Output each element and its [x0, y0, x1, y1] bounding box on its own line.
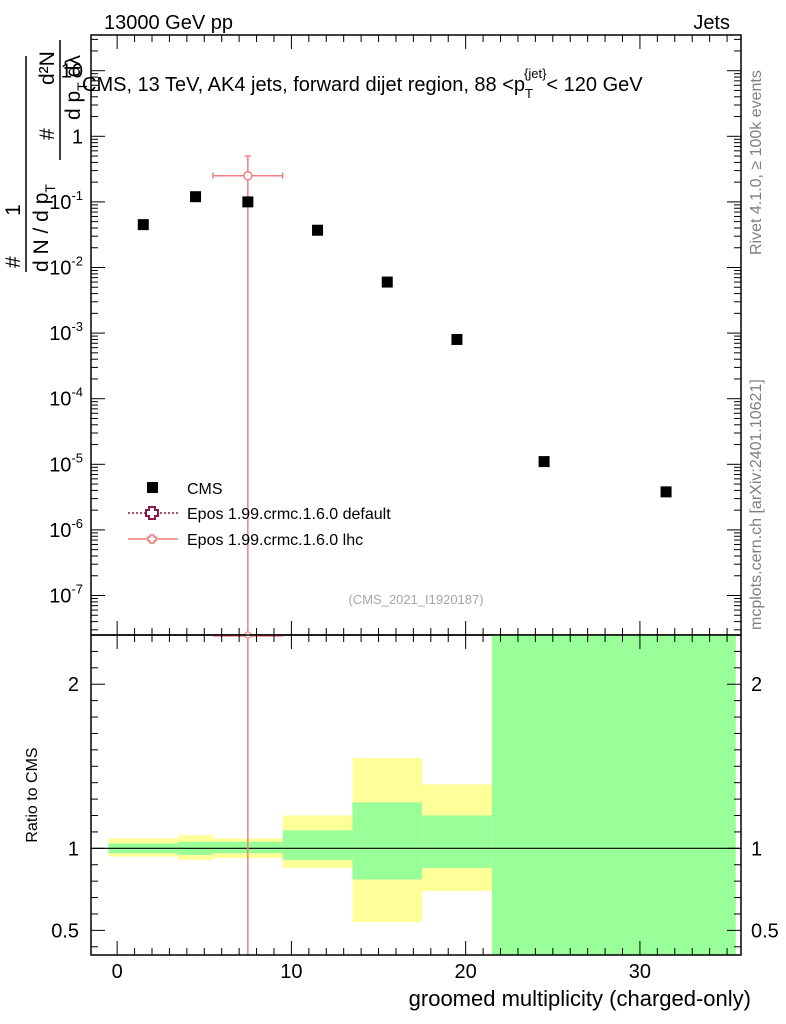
legend-label-epos-lhc: Epos 1.99.crmc.1.6.0 lhc	[187, 532, 363, 549]
ratio-frame	[90, 634, 742, 956]
x-tick-label-3: 30	[629, 961, 651, 983]
legend: CMS Epos 1.99.crmc.1.6.0 default Epos 1.…	[128, 481, 391, 549]
cms-point-4	[381, 276, 393, 288]
ratio-ytick-label-left-1: 1	[68, 838, 79, 860]
main-ytick-label-3: 10-4	[49, 385, 83, 411]
ratio-band-inner-6	[491, 635, 736, 955]
main-ytick-label-2: 10-5	[49, 450, 83, 476]
ratio-ytick-label-right-1: 1	[751, 838, 762, 860]
x-tick-label-0: 0	[112, 961, 123, 983]
cms-point-6	[538, 456, 550, 468]
ratio-ylabel: Ratio to CMS	[24, 747, 41, 842]
main-ytick-label-7: 1	[72, 126, 83, 148]
ylabel-hash-1: #	[2, 256, 25, 268]
header-left: 13000 GeV pp	[104, 12, 233, 34]
mcplots-label: mcplots.cern.ch [arXiv:2401.10621]	[748, 379, 765, 630]
ratio-band-inner-3	[282, 830, 353, 860]
epos-lhc-point	[243, 171, 253, 181]
ratio-panel: 0 10 20 30 0.5 0.5 1 1 2 2	[51, 631, 779, 983]
cms-point-1	[190, 191, 202, 203]
x-tick-label-1: 10	[280, 961, 302, 983]
rivet-label: Rivet 4.1.0, ≥ 100k events	[748, 70, 765, 255]
ylabel-d2N: d²N	[36, 51, 59, 85]
main-ytick-label-4: 10-3	[49, 319, 83, 345]
ratio-band-inner-4	[352, 802, 423, 880]
main-ytick-label-5: 10-2	[49, 253, 83, 279]
watermark: (CMS_2021_I1920187)	[348, 592, 483, 607]
main-ylabel: 1 # d N / d pT # d²N d pTdλ	[2, 40, 90, 272]
ratio-ytick-label-right-0: 0.5	[751, 920, 779, 942]
ylabel-hash-2: #	[36, 128, 59, 140]
ylabel-one: 1	[2, 204, 25, 216]
legend-marker-cms	[147, 482, 158, 493]
ratio-ytick-label-right-2: 2	[751, 674, 762, 696]
ratio-ytick-label-left-2: 2	[68, 674, 79, 696]
ylabel-dN-dpT: d N / d pT	[30, 184, 58, 272]
cms-point-0	[137, 219, 149, 231]
legend-label-cms: CMS	[187, 481, 223, 498]
main-ytick-label-8: 10	[61, 61, 83, 83]
main-ytick-label-1: 10-6	[49, 516, 83, 542]
cms-point-7	[660, 486, 672, 498]
x-axis-label: groomed multiplicity (charged-only)	[409, 986, 751, 1011]
cms-point-3	[312, 224, 324, 236]
legend-label-epos-default: Epos 1.99.crmc.1.6.0 default	[187, 506, 391, 523]
cms-point-5	[451, 333, 463, 345]
cms-point-2	[242, 196, 254, 208]
plot-title: CMS, 13 TeV, AK4 jets, forward dijet reg…	[82, 66, 643, 101]
ratio-ytick-label-left-0: 0.5	[51, 920, 79, 942]
main-panel: 10-7 10-6 10-5 10-4 10-3 10-2 10-1 1 10	[49, 34, 742, 636]
ratio-band-inner-5	[422, 815, 492, 869]
main-ytick-label-0: 10-7	[49, 582, 83, 608]
header-right: Jets	[693, 12, 730, 34]
legend-marker-epos-default	[145, 506, 159, 520]
x-tick-label-2: 20	[455, 961, 477, 983]
legend-marker-epos-lhc	[147, 534, 157, 544]
main-ytick-label-6: 10-1	[49, 188, 83, 214]
ylabel-dpT-dlambda: d pTdλ	[62, 55, 90, 120]
